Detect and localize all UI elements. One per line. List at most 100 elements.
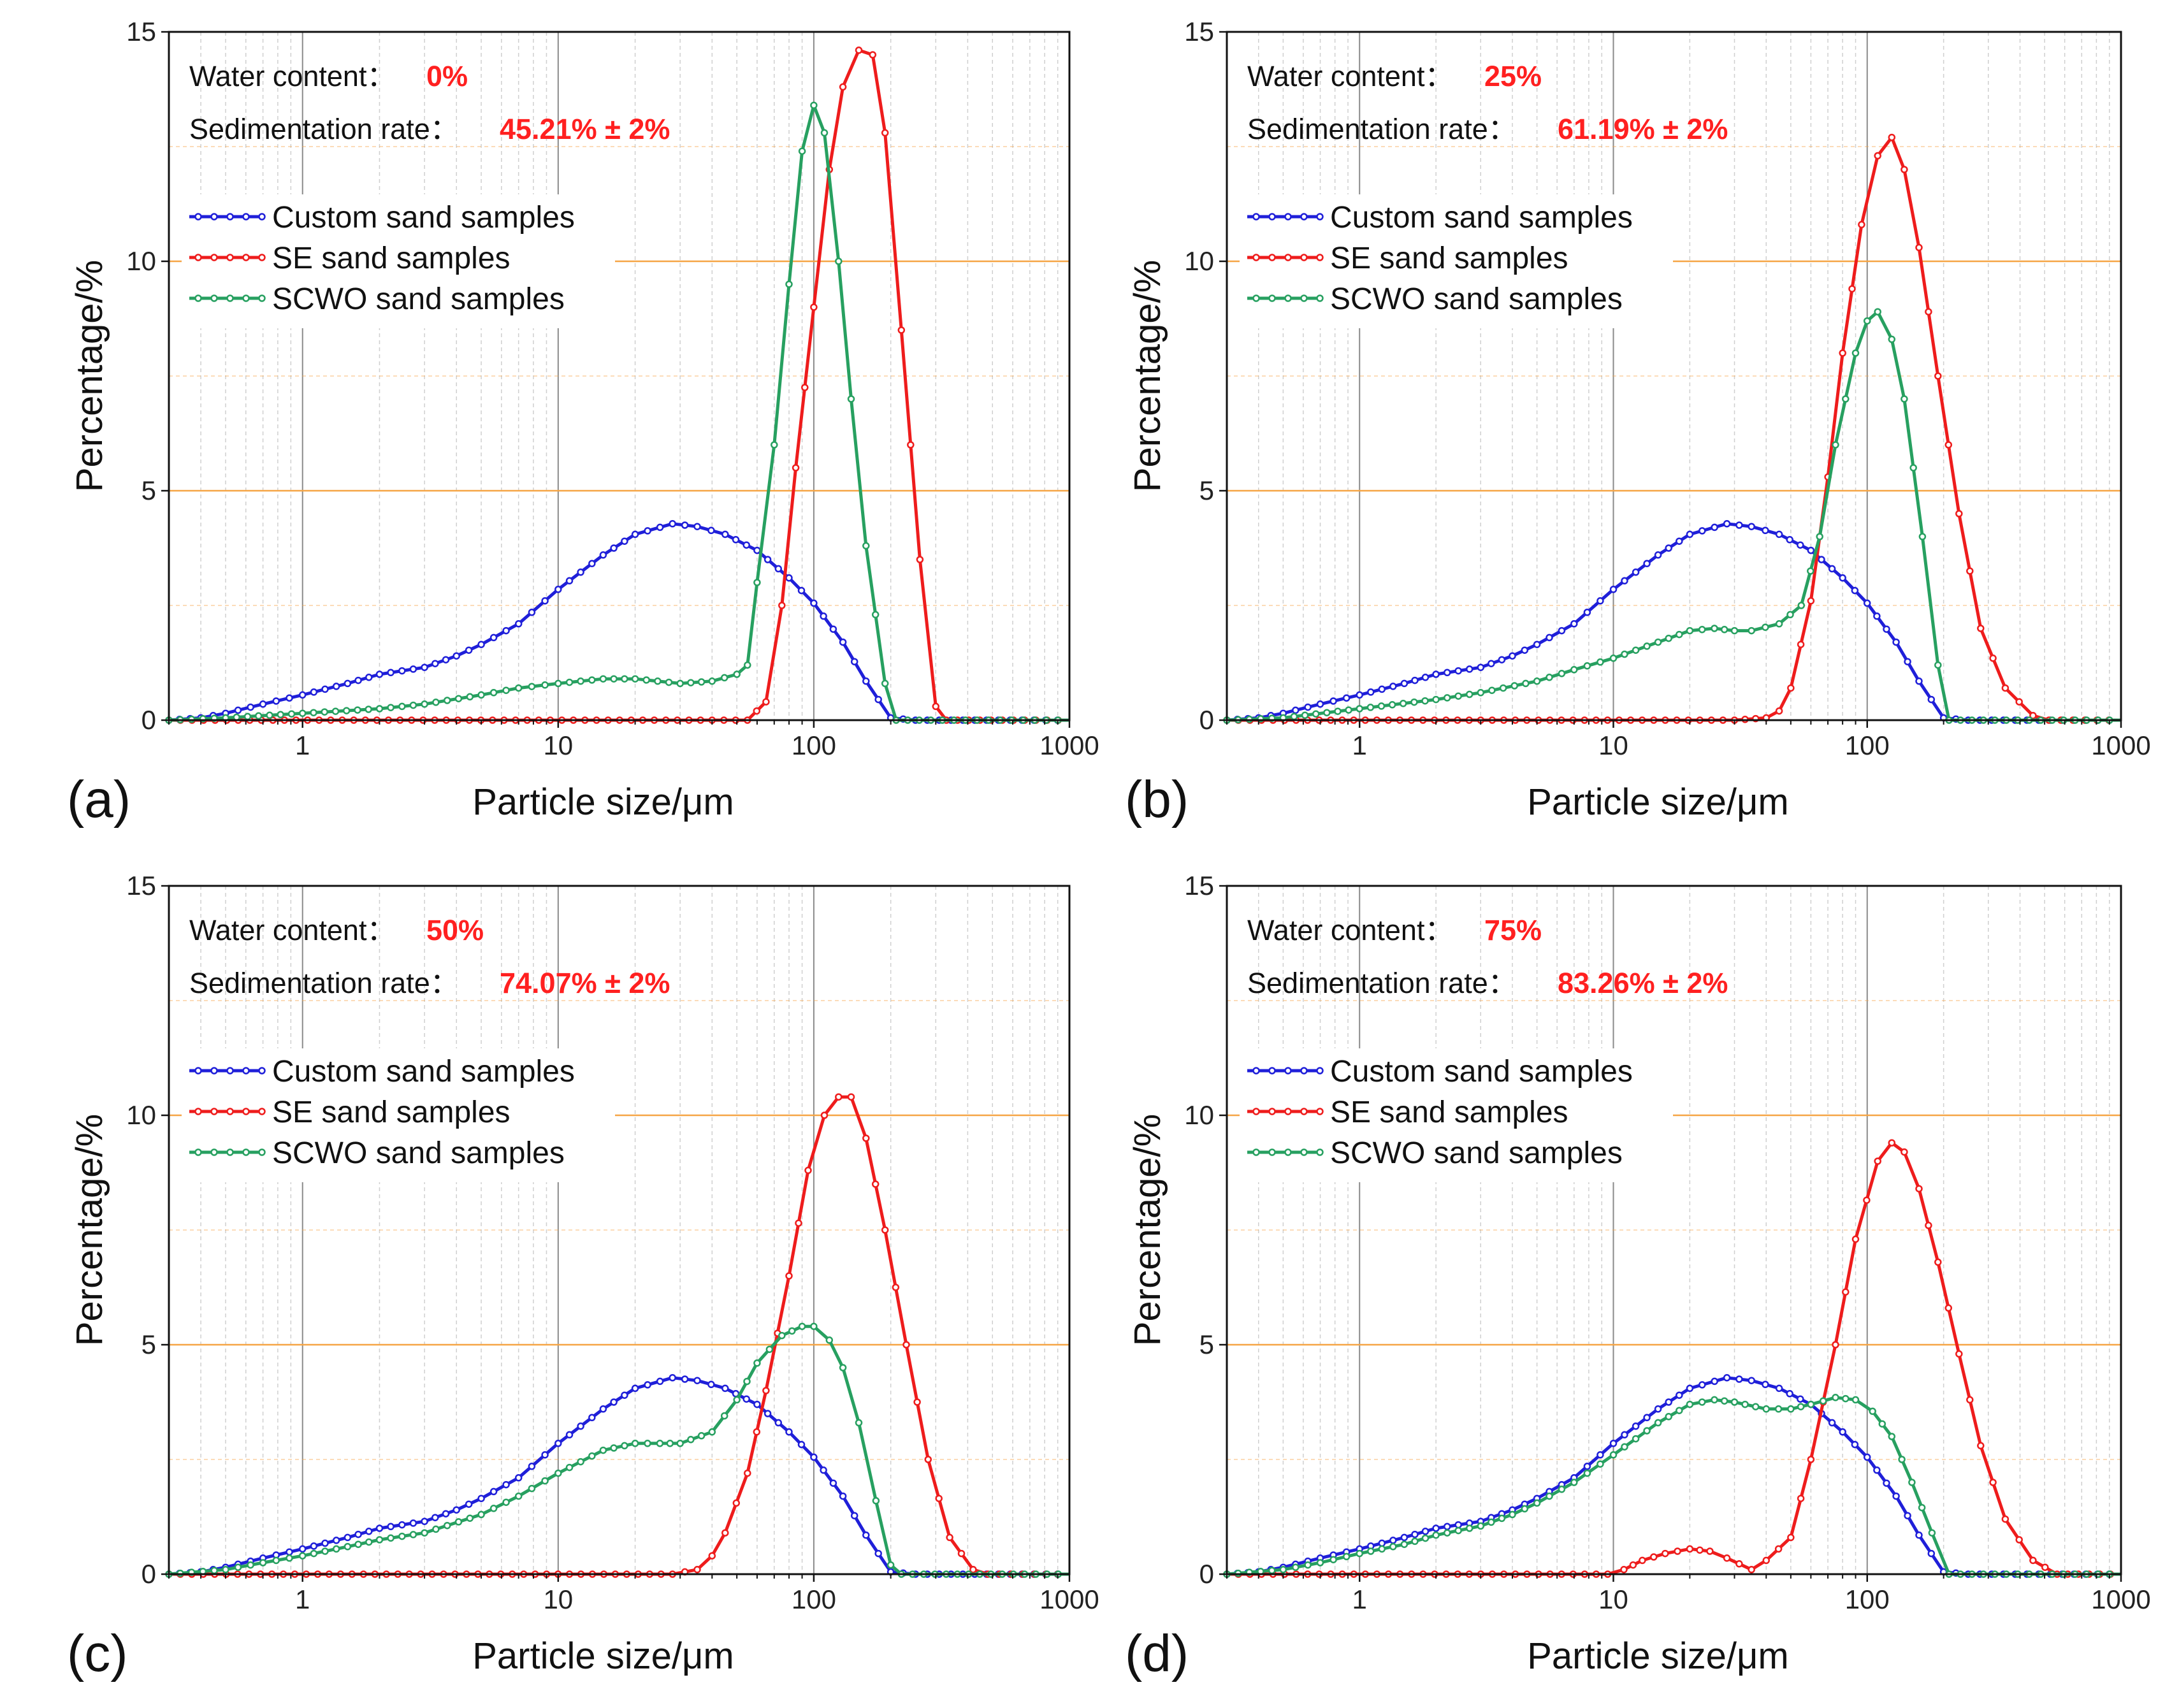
x-tick-label: 1 [295,1584,310,1614]
custom-point [862,677,870,685]
se-point [801,384,809,391]
custom-point [1621,1431,1628,1439]
legend-marker [226,294,234,302]
scwo-point [1869,1407,1876,1415]
scwo-point [354,1540,362,1548]
legend-marker [1284,1108,1292,1115]
custom-point [742,1395,750,1403]
custom-point [577,1422,584,1430]
scwo-point [1488,686,1496,694]
custom-point [1676,537,1683,545]
custom-point [1711,523,1718,532]
scwo-point [1465,690,1473,698]
custom-point [1915,677,1923,685]
scwo-point [1304,1561,1312,1569]
scwo-point [1546,1492,1553,1500]
scwo-point [743,1377,751,1386]
plot-frame [168,31,1071,721]
custom-point [1329,697,1337,705]
custom-point [421,663,428,671]
scwo-line [168,1324,1069,1576]
scwo-point [642,676,650,684]
custom-point [298,1545,307,1553]
scwo-point [1521,1505,1529,1513]
legend-marker [242,213,250,221]
scwo-point [1510,682,1519,690]
panel-label: (a) [67,771,131,829]
custom-point [1316,700,1324,708]
custom-point [1665,544,1672,552]
se-point [969,1566,977,1574]
scwo-point [1558,1486,1566,1493]
se-point [1797,640,1805,648]
custom-point [577,568,584,576]
scwo-point [1432,1531,1440,1539]
custom-point [541,597,549,605]
scwo-series [165,1322,1069,1578]
scwo-markers [1223,308,2113,724]
scwo-point [342,707,351,714]
scwo-point [528,683,536,690]
se-point [1735,1560,1743,1568]
se-point [1723,1554,1731,1562]
custom-point [1883,1479,1890,1487]
legend-entry: SE sand samples [272,1096,510,1129]
scwo-point [1570,666,1578,674]
custom-point [1892,1492,1900,1500]
scwo-point [1533,1499,1541,1507]
se-point [721,1529,729,1537]
x-tick-label: 1000 [1039,730,1099,760]
custom-point [554,586,562,593]
scwo-point [778,1331,786,1340]
se-point [869,51,877,59]
sedimentation-rate-value: 83.26% ± 2% [1558,967,1728,999]
custom-point [588,560,596,568]
y-tick-label: 15 [126,17,156,47]
se-point [1807,1456,1815,1463]
y-tick-label: 0 [1199,1559,1214,1589]
custom-point [621,537,628,545]
scwo-point [1499,684,1507,692]
legend-marker [210,1067,218,1075]
se-line [169,1095,1069,1576]
scwo-point [1454,692,1462,700]
custom-point [528,609,536,616]
custom-point [1748,1377,1755,1384]
x-tick-label: 100 [1845,1584,1890,1614]
scwo-point [720,674,728,682]
legend-marker [1284,1067,1292,1075]
legend-entry: SCWO sand samples [1330,282,1623,316]
scwo-point [489,689,498,697]
se-point [881,129,889,137]
scwo-point [432,1525,440,1533]
custom-point [839,638,847,646]
scwo-point [1377,702,1386,710]
custom-point [1432,1524,1440,1532]
x-tick-label: 1000 [2091,1584,2150,1614]
se-point [1797,1494,1805,1502]
se-point [1858,221,1865,229]
se-point [924,1456,932,1463]
custom-point [753,1400,761,1408]
scwo-point [1720,626,1728,633]
scwo-point [1329,1556,1337,1563]
panel-label: (b) [1125,771,1189,829]
custom-point [1509,652,1516,660]
se-point [897,326,906,334]
scwo-point [210,1567,218,1574]
scwo-point [588,1452,596,1460]
custom-point [1904,1512,1911,1519]
scwo-point [1509,1510,1516,1519]
custom-point [810,1453,818,1461]
scwo-point [621,675,628,683]
custom-point [1378,685,1386,693]
custom-point [774,1419,783,1427]
scwo-point [1842,395,1850,403]
custom-point [1304,703,1312,711]
legend-marker [1300,254,1308,261]
custom-point [1762,526,1769,535]
custom-point [1411,676,1419,684]
scwo-point [432,698,440,706]
se-point [753,1428,761,1436]
x-tick-label: 1 [295,730,310,760]
